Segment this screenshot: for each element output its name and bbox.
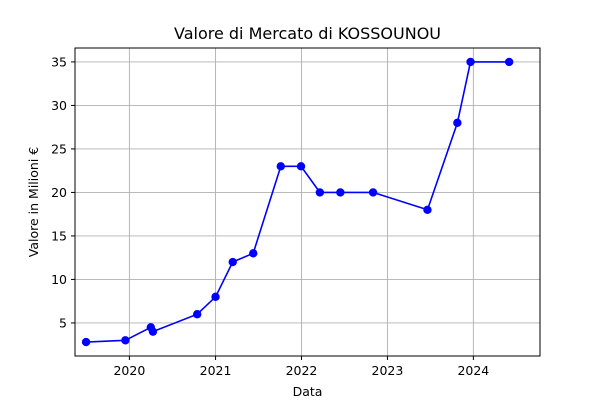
data-point: [453, 118, 462, 128]
y-tick-label: 15: [51, 228, 67, 243]
data-point: [336, 188, 345, 197]
x-tick-label: 2024: [457, 363, 489, 378]
data-point: [81, 337, 91, 347]
data-point: [296, 162, 306, 171]
grid-layer: [75, 48, 540, 356]
y-tick-label: 5: [59, 315, 67, 330]
plot-frame: [74, 47, 541, 357]
data-point: [121, 336, 130, 345]
data-point: [228, 257, 237, 267]
y-tick-label: 10: [51, 272, 67, 287]
data-point: [192, 310, 202, 319]
x-tick-label: 2021: [200, 363, 232, 378]
ticks-layer: 2020 2021 2022 2023 2024 5 10 15 20 25 30 35: [51, 54, 489, 378]
data-point: [368, 188, 378, 197]
data-point: [276, 162, 285, 171]
x-tick-label: 2022: [286, 363, 318, 378]
series-layer: [81, 57, 514, 347]
data-point: [466, 57, 475, 67]
data-point: [315, 188, 325, 197]
series-line: [86, 61, 510, 343]
x-axis-label: Data: [293, 384, 323, 399]
data-point: [423, 205, 432, 215]
x-tick-label: 2020: [113, 363, 145, 378]
y-tick-label: 35: [51, 54, 67, 69]
x-tick-label: 2023: [372, 363, 404, 378]
data-point: [211, 292, 220, 302]
y-tick-label: 25: [51, 141, 67, 156]
data-point: [504, 57, 514, 67]
data-point: [249, 249, 258, 258]
y-tick-label: 30: [51, 98, 67, 113]
data-point: [148, 327, 158, 336]
y-axis-label: Valore in Milioni €: [26, 147, 41, 257]
chart-title: Valore di Mercato di KOSSOUNOU: [174, 24, 441, 43]
y-tick-label: 20: [51, 185, 67, 200]
